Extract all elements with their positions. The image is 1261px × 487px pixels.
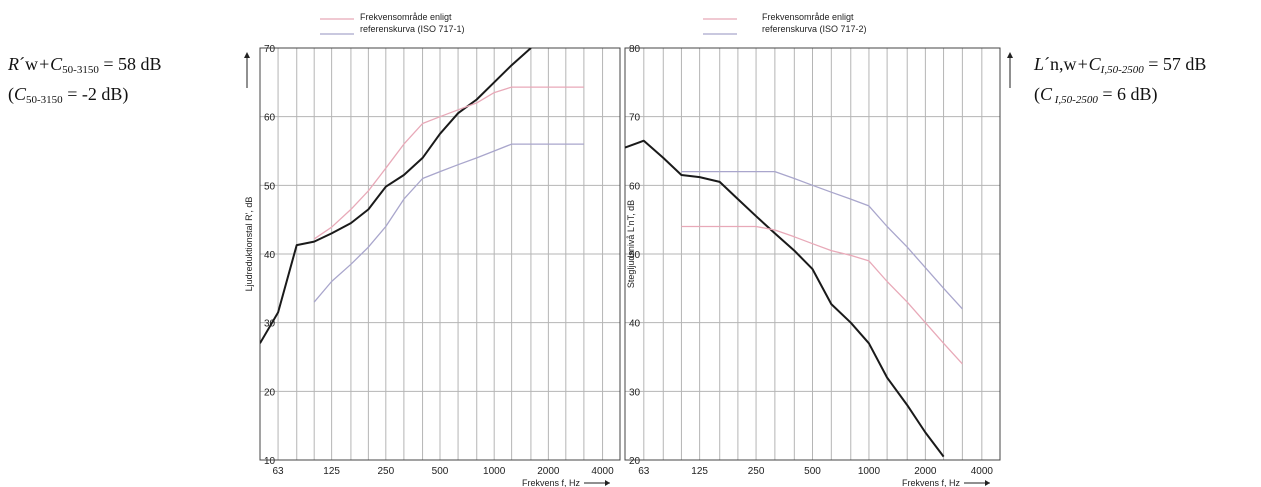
value-text: = -2 dB) xyxy=(62,84,129,104)
series-line-measured xyxy=(625,139,945,458)
symbol-C: C xyxy=(1040,84,1053,104)
right-annotation-line1: L´n,w+CI,50-2500 = 57 dB xyxy=(1034,52,1206,82)
x-axis-label: Frekvens f, Hz xyxy=(522,478,581,487)
x-tick-label: 2000 xyxy=(914,466,937,477)
y-axis-arrowhead xyxy=(244,52,250,58)
x-tick-label: 63 xyxy=(638,466,650,477)
series-line-blue xyxy=(681,170,963,310)
y-tick-label: 30 xyxy=(264,319,276,330)
symbol-L: L xyxy=(1034,54,1045,74)
x-axis-label: Frekvens f, Hz xyxy=(902,478,961,487)
plot-frame xyxy=(259,47,621,461)
x-tick-label: 125 xyxy=(691,466,708,477)
x-tick-label: 4000 xyxy=(971,466,994,477)
y-tick-label: 60 xyxy=(629,181,641,192)
symbol-prime-nw: ´n,w xyxy=(1044,54,1077,74)
y-axis-label: Ljudreduktionstal R', dB xyxy=(244,197,254,292)
right-annotation: L´n,w+CI,50-2500 = 57 dB (C I,50-2500 = … xyxy=(1034,52,1206,112)
subscript-range: 50-3150 xyxy=(62,64,99,76)
y-tick-label: 50 xyxy=(629,250,641,261)
y-tick-label: 60 xyxy=(264,113,276,124)
chart-1: 10 20 30 40 50 60 70 63 125 250 500 1000 2000 4000 Fre… xyxy=(244,12,621,487)
symbol-prime-w: ´w xyxy=(19,54,38,74)
subscript-range: 50-3150 xyxy=(26,94,63,106)
x-tick-label: 4000 xyxy=(591,466,614,477)
y-tick-label: 40 xyxy=(629,319,641,330)
symbol-plus-C: +C xyxy=(1076,54,1101,74)
value-text: = 6 dB) xyxy=(1097,84,1158,104)
paren-open: ( xyxy=(1034,84,1040,104)
symbol-R: R xyxy=(8,54,19,74)
series-line-blue xyxy=(313,143,584,303)
left-annotation: R´w+C50-3150 = 58 dB (C50-3150 = -2 dB) xyxy=(8,52,162,112)
series-line-measured xyxy=(260,48,532,344)
y-tick-label: 50 xyxy=(264,181,276,192)
left-annotation-line2: (C50-3150 = -2 dB) xyxy=(8,82,162,112)
value-text: = 58 dB xyxy=(98,54,162,74)
x-tick-label: 2000 xyxy=(537,466,560,477)
plot-frame xyxy=(624,47,1001,461)
legend-label-line2: referenskurva (ISO 717-2) xyxy=(762,24,867,34)
legend-label-line2: referenskurva (ISO 717-1) xyxy=(360,24,465,34)
y-tick-label: 70 xyxy=(264,44,276,55)
paren-open: ( xyxy=(8,84,14,104)
subscript-range: I,50-2500 xyxy=(1052,94,1098,106)
right-annotation-line2: (C I,50-2500 = 6 dB) xyxy=(1034,82,1206,112)
series-line-pink xyxy=(313,86,584,240)
x-tick-label: 1000 xyxy=(483,466,506,477)
legend-label-line1: Frekvensområde enligt xyxy=(360,12,452,22)
y-axis-arrowhead xyxy=(1007,52,1013,58)
x-tick-label: 63 xyxy=(273,466,285,477)
symbol-plus-C: +C xyxy=(38,54,63,74)
y-tick-label: 20 xyxy=(264,387,276,398)
x-tick-label: 125 xyxy=(323,466,340,477)
symbol-C: C xyxy=(14,84,27,104)
x-axis-arrowhead xyxy=(605,480,610,486)
y-axis-label: Stegljudsnivå L'nT, dB xyxy=(626,200,636,288)
x-tick-label: 500 xyxy=(432,466,449,477)
y-tick-label: 40 xyxy=(264,250,276,261)
x-axis-arrowhead xyxy=(985,480,990,486)
x-tick-label: 1000 xyxy=(858,466,881,477)
left-annotation-line1: R´w+C50-3150 = 58 dB xyxy=(8,52,162,82)
value-text: = 57 dB xyxy=(1143,54,1207,74)
chart-2: 20 30 40 50 60 70 80 63 125 250 500 1000 2000 4000 Fre… xyxy=(624,12,1013,487)
x-tick-label: 250 xyxy=(748,466,765,477)
x-tick-label: 500 xyxy=(804,466,821,477)
subscript-range: I,50-2500 xyxy=(1100,64,1144,76)
y-tick-label: 80 xyxy=(629,44,641,55)
y-tick-label: 10 xyxy=(264,456,276,467)
x-tick-label: 250 xyxy=(377,466,394,477)
y-tick-label: 30 xyxy=(629,387,641,398)
y-tick-label: 70 xyxy=(629,113,641,124)
legend-label-line1: Frekvensområde enligt xyxy=(762,12,854,22)
y-tick-label: 20 xyxy=(629,456,641,467)
series-line-pink xyxy=(681,225,963,365)
